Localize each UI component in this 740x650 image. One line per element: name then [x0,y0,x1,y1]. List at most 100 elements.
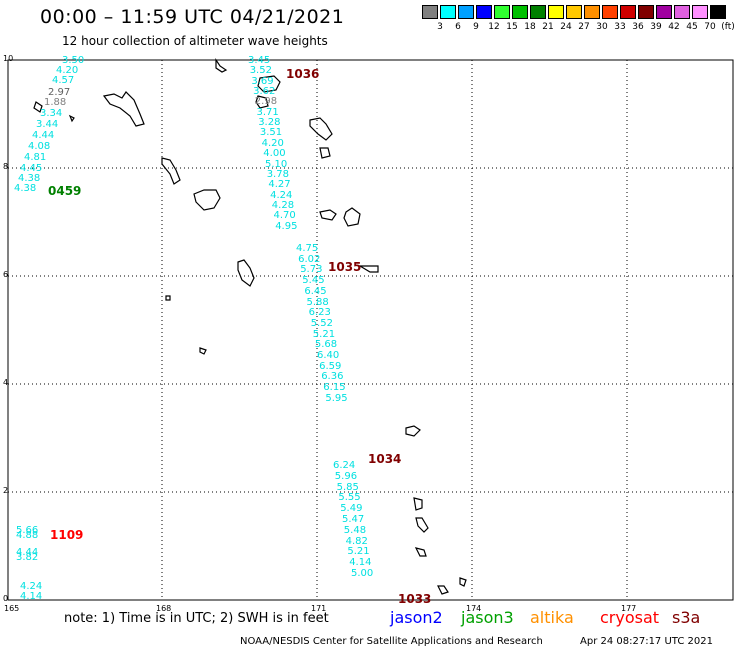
x-tick-177: 177 [621,604,637,613]
scale-swatch [512,5,528,19]
scale-label: 24 [560,22,572,32]
scale-swatch [656,5,672,19]
wave-height-value: 3.45 [248,55,271,66]
legend-jason3: jason3 [461,608,514,627]
wave-height-value: 3.78 [266,168,289,180]
wave-height-value: 4.38 [14,183,37,194]
y-tick-10: 10 [3,54,14,63]
scale-swatch [710,5,726,19]
plot-frame [7,59,734,601]
scale-swatch [602,5,618,19]
wave-height-value: 4.24 [270,189,293,201]
scale-label: 30 [596,22,608,32]
wave-height-value: 4.44 [16,547,39,558]
footer-timestamp: Apr 24 08:27:17 UTC 2021 [580,636,713,647]
wave-height-value: 4.88 [16,530,39,541]
scale-swatch [494,5,510,19]
pass-time-label: 0459 [48,184,82,198]
wave-height-value: 2.98 [254,96,278,108]
wave-height-value: 4.20 [56,65,79,76]
scale-unit: (ft) [721,22,735,32]
pass-time-label: 1035 [328,260,362,274]
footnote: note: 1) Time is in UTC; 2) SWH is in fe… [64,611,329,626]
y-tick-8: 8 [3,162,9,171]
wave-height-value: 4.75 [296,243,319,254]
legend-jason2: jason2 [390,608,443,627]
x-tick-174: 174 [466,604,482,613]
wave-height-value: 4.14 [20,591,43,602]
wave-height-value: 4.45 [20,163,43,174]
wave-height-value: 3.82 [16,552,39,563]
wave-height-value: 3.28 [258,117,281,129]
scale-label: 6 [455,22,461,32]
wave-height-value: 5.21 [312,328,336,340]
wave-height-value: 3.71 [256,106,279,118]
wave-height-value: 4.70 [273,210,296,222]
scale-label: 15 [506,22,518,32]
scale-swatch [674,5,690,19]
wave-height-value: 4.14 [349,557,372,569]
scale-swatch [548,5,564,19]
wave-height-value: 1.88 [44,97,67,108]
scale-label: 21 [542,22,554,32]
scale-swatch [530,5,546,19]
wave-height-value: 4.95 [275,220,298,232]
wave-height-value: 4.82 [345,535,368,547]
y-tick-6: 6 [3,270,9,279]
wave-height-value: 5.45 [302,275,325,287]
scale-label: 42 [668,22,680,32]
wave-height-value: 4.44 [32,130,55,141]
wave-height-value: 5.52 [310,317,333,329]
wave-height-value: 5.85 [336,481,359,493]
x-tick-171: 171 [311,604,327,613]
wave-height-value: 4.24 [20,581,43,592]
wave-height-value: 3.34 [40,108,63,119]
wave-height-value: 5.21 [347,546,370,558]
map-title: 00:00 – 11:59 UTC 04/21/2021 [40,6,345,28]
wave-height-value: 6.36 [321,371,344,383]
wave-height-value: 6.23 [308,307,331,319]
scale-label: 36 [632,22,644,32]
wave-height-value: 6.15 [323,382,346,394]
wave-height-value: 4.08 [28,141,51,152]
color-scale-legend: 3 6 9 12 15 18 21 24 27 30 33 36 39 42 45 70 (ft) [422,5,735,35]
pass-time-label: 1033 [398,592,432,606]
scale-label: 18 [524,22,536,32]
wave-height-value: 5.68 [314,339,338,351]
footer-credit: NOAA/NESDIS Center for Satellite Applica… [240,636,543,647]
grid-lines [8,60,733,600]
y-tick-0: 0 [3,594,9,603]
scale-label: 27 [578,22,590,32]
wave-height-value: 5.73 [300,264,323,276]
wave-height-value: 4.38 [18,173,41,184]
scale-swatch [422,5,438,19]
x-tick-168: 168 [156,604,172,613]
scale-swatch [566,5,582,19]
scale-swatch [458,5,474,19]
wave-height-value: 5.95 [325,392,348,404]
wave-height-value: 2.97 [48,87,71,98]
scale-label: 33 [614,22,626,32]
scale-swatch [476,5,492,19]
pass-time-label: 1109 [50,528,84,542]
wave-height-value: 6.24 [333,460,356,471]
scale-swatch [620,5,636,19]
wave-height-value: 5.88 [306,296,329,308]
wave-height-value: 3.50 [62,55,85,66]
wave-height-value: 3.51 [259,127,283,139]
wave-height-value: 6.02 [298,253,321,265]
wave-height-value: 5.00 [351,568,374,579]
scale-label: 3 [437,22,443,32]
wave-height-value: 4.81 [24,152,47,163]
wave-height-value: 5.47 [342,514,365,525]
wave-height-value: 3.52 [249,65,272,77]
legend-cryosat: cryosat [600,608,660,627]
wave-height-value: 5.66 [16,525,39,536]
wave-height-value: 5.96 [334,470,358,482]
wave-height-value: 4.28 [271,199,295,211]
scale-label: 70 [704,22,716,32]
wave-height-value: 5.55 [338,492,361,504]
scale-label: 39 [650,22,662,32]
wave-height-value: 4.57 [52,75,75,86]
